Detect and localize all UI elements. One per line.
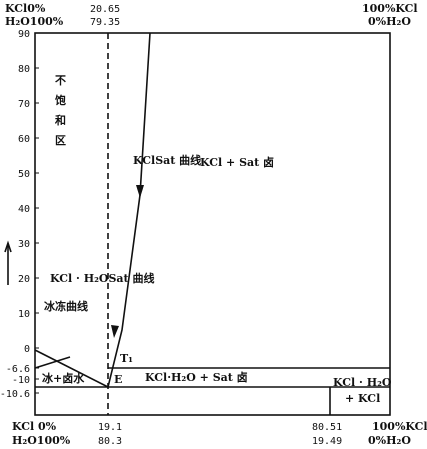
- region-label: 不: [55, 74, 66, 87]
- region-label: KCl + Sat 卤: [200, 155, 274, 169]
- ice-curve-marker: [34, 356, 71, 369]
- region-label: 冰+卤水: [42, 371, 85, 385]
- region-label: 饱: [55, 93, 66, 107]
- region-label: 冰冻曲线: [44, 299, 88, 313]
- bottom-point: 19.49: [312, 436, 342, 447]
- bottom-point: 19.1: [98, 422, 122, 433]
- y-tick-label: 90: [18, 29, 30, 40]
- side-arrow: [4, 240, 12, 253]
- corner-label: H₂O100%: [12, 434, 71, 447]
- region-label: 区: [55, 134, 66, 147]
- y-tick-label: -10: [12, 375, 30, 386]
- y-tick-label: 80: [18, 64, 30, 75]
- y-tick-label: -10.6: [0, 389, 30, 400]
- region-label: KClSat 曲线: [133, 153, 201, 167]
- bottom-point: 80.51: [312, 422, 342, 433]
- y-tick-label: 40: [18, 204, 30, 215]
- corner-label: 0%H₂O: [368, 434, 411, 447]
- y-tick-label: 10: [18, 309, 30, 320]
- corner-label: 100%KCl: [372, 420, 427, 433]
- y-tick-label: 50: [18, 169, 30, 180]
- region-label: + KCl: [345, 392, 380, 405]
- top-point: 79.35: [90, 17, 120, 28]
- y-tick-label: 30: [18, 239, 30, 250]
- y-tick-label: 70: [18, 99, 30, 110]
- region-label: KCl·H₂O + Sat 卤: [145, 370, 248, 384]
- corner-label: KCl0%: [5, 2, 46, 15]
- region-label: KCl · H₂OSat 曲线: [50, 271, 154, 285]
- corner-label: KCl 0%: [12, 420, 57, 433]
- corner-label: 0%H₂O: [368, 15, 411, 28]
- region-label: KCl · H₂O: [333, 376, 392, 389]
- solubility-curve: [107, 32, 151, 388]
- arrow: [111, 325, 119, 338]
- bottom-point: 80.3: [98, 436, 122, 447]
- arrow: [136, 185, 144, 198]
- region-label: T₁: [120, 352, 133, 365]
- y-tick-label: 0: [24, 344, 30, 355]
- y-tick-label: 20: [18, 274, 30, 285]
- plot-frame: [34, 32, 391, 416]
- region-label: E: [114, 373, 122, 386]
- corner-label: 100%KCl: [362, 2, 418, 15]
- corner-label: H₂O100%: [5, 15, 64, 28]
- y-tick-label: -6.6: [6, 364, 30, 375]
- region-label: 和: [55, 113, 66, 127]
- top-point: 20.65: [90, 4, 120, 15]
- ice-curve: [34, 349, 109, 388]
- y-tick-label: 60: [18, 134, 30, 145]
- y-axis: 90 80 70 60 50 40 30 20 10 0 -6.6-10 -10.6: [0, 29, 39, 400]
